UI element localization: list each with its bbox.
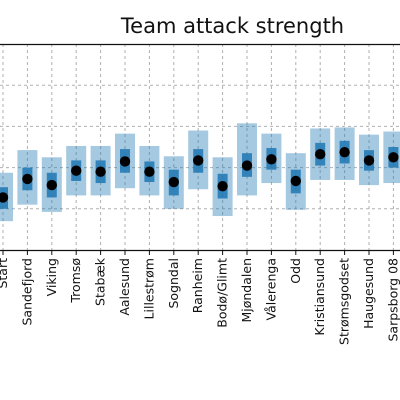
x-tick-label: Viking bbox=[44, 258, 59, 296]
x-tick-label: Sogndal bbox=[166, 258, 181, 309]
mean-point bbox=[217, 180, 228, 192]
mean-point bbox=[193, 155, 204, 166]
x-tick-label: Haugesund bbox=[361, 258, 376, 329]
mean-point bbox=[339, 146, 350, 158]
mean-point bbox=[241, 160, 253, 171]
x-tick-label: Start bbox=[0, 258, 10, 289]
box-layer bbox=[0, 123, 400, 222]
mean-point bbox=[0, 192, 9, 203]
x-tick-label: Strømsgodset bbox=[337, 258, 352, 345]
x-tick-label: Sandefjord bbox=[19, 258, 34, 326]
x-tick-label: Tromsø bbox=[68, 258, 83, 304]
mean-point bbox=[388, 152, 399, 163]
x-tick-label: Mjøndalen bbox=[239, 258, 254, 323]
x-tick-label: Vålerenga bbox=[263, 258, 278, 320]
x-tick-label: Lillestrøm bbox=[141, 258, 156, 319]
mean-point bbox=[119, 156, 131, 167]
axes-layer bbox=[0, 43, 400, 252]
x-tick-label: Aalesund bbox=[117, 258, 132, 316]
mean-point bbox=[363, 155, 375, 166]
mean-point bbox=[290, 175, 301, 187]
x-tick-label: Stabæk bbox=[93, 257, 108, 306]
x-tick-label: Odd bbox=[288, 258, 303, 284]
label-layer: Start Sandefjord Viking Tromsø Stabæk Aalesun… bbox=[0, 250, 400, 345]
chart-title: Team attack strength bbox=[120, 14, 345, 38]
mean-point bbox=[22, 173, 33, 185]
x-tick-label: Bodø/Glimt bbox=[215, 258, 230, 328]
mean-point bbox=[315, 149, 326, 160]
mean-point bbox=[266, 154, 277, 165]
mean-point bbox=[144, 166, 155, 177]
x-tick-label: Ranheim bbox=[190, 258, 205, 313]
mean-point bbox=[46, 179, 57, 191]
x-tick-label: Sarpsborg 08 bbox=[385, 258, 400, 342]
x-tick-label: Kristiansund bbox=[312, 258, 327, 336]
mean-point bbox=[71, 165, 82, 176]
mean-point bbox=[95, 166, 106, 177]
mean-point bbox=[168, 176, 179, 188]
